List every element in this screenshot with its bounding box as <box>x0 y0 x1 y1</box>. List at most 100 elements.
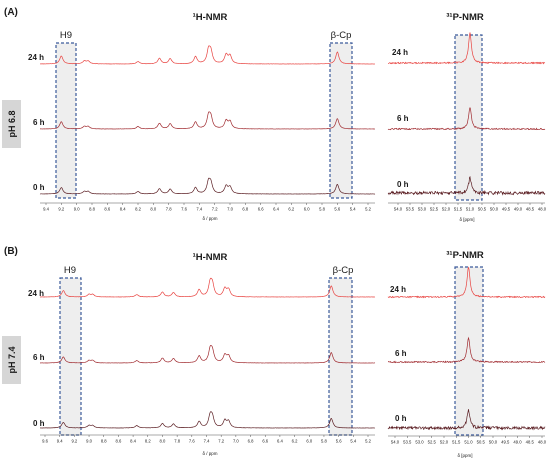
spectrum-1-0h <box>387 175 546 196</box>
spectra <box>39 32 546 431</box>
axis-tick-label-1-0: 54.0 <box>394 207 403 212</box>
axis-tick-label-3-9: 49.5 <box>501 440 510 445</box>
axis-tick-label-1-1: 53.5 <box>406 207 415 212</box>
axis-tick-label-1-6: 51.0 <box>466 207 475 212</box>
panel-b-h-axis-label: δ / ppm <box>202 451 217 456</box>
panel-b-label: (B) <box>4 246 18 257</box>
axis-tick-label-1-4: 52.0 <box>442 207 451 212</box>
axis-tick-label-1-12: 48.0 <box>538 207 547 212</box>
spectrum-1-24h <box>387 32 546 65</box>
panel-a-p-time-24h: 24 h <box>392 48 408 57</box>
highlight-box-2-1 <box>328 277 353 436</box>
axis-tick-label-0-3: 8.8 <box>89 207 95 212</box>
axis-tick-label-2-1: 9.4 <box>57 439 63 444</box>
panel-a-h9-label: H9 <box>60 30 72 41</box>
axis-tick-label-2-8: 8.0 <box>160 439 166 444</box>
axis-tick-label-3-1: 53.5 <box>403 440 412 445</box>
panel-b-ph-badge <box>2 336 21 384</box>
spectrum-3-0h <box>387 409 546 431</box>
axis-tick-label-0-14: 6.6 <box>258 207 264 212</box>
panel-a-p-time-6h: 6 h <box>397 114 409 123</box>
axis-tick-label-0-20: 5.4 <box>350 207 356 212</box>
panel-a-beta-cp-label: β-Cp <box>331 30 352 41</box>
panel-b-time-0h: 0 h <box>33 419 45 428</box>
axis-tick-label-2-10: 7.6 <box>189 439 195 444</box>
axis-tick-label-0-6: 8.2 <box>135 207 141 212</box>
panel-b-p-axis-label: δ [ppm] <box>457 453 472 458</box>
axis-tick-label-0-5: 8.4 <box>120 207 126 212</box>
axis-tick-label-0-12: 7.0 <box>227 207 233 212</box>
axis-tick-label-2-22: 5.2 <box>365 439 371 444</box>
axis-tick-label-1-11: 48.5 <box>526 207 535 212</box>
axes: 9.4 9.2 9.0 8.8 8.6 8.4 8.2 8.0 7.8 7.6 7.4 7.2 7.0 6… <box>40 202 547 445</box>
axis-tick-label-3-5: 51.5 <box>452 440 461 445</box>
axis-tick-label-3-2: 53.0 <box>415 440 424 445</box>
axis-tick-label-0-16: 6.2 <box>288 207 294 212</box>
spectrum-3-24h <box>387 266 546 299</box>
spectrum-0-0h <box>39 177 376 195</box>
panel-b-ph-label: pH 7.4 <box>7 346 17 373</box>
panel-a-ph-label: pH 6.8 <box>7 110 17 137</box>
panel-a-p-time-0h: 0 h <box>397 180 409 189</box>
axis-tick-label-3-12: 48.0 <box>538 440 547 445</box>
axis-tick-label-1-2: 53.0 <box>418 207 427 212</box>
panel-a-ph-badge <box>2 100 21 148</box>
axis-tick-label-0-17: 6.0 <box>304 207 310 212</box>
panel-b-p-time-24h: 24 h <box>390 285 406 294</box>
spectrum-2-6h <box>39 345 376 364</box>
axis-tick-label-3-8: 50.0 <box>489 440 498 445</box>
spectrum-2-0h <box>39 411 376 429</box>
axis-tick-label-2-5: 8.6 <box>115 439 121 444</box>
axis-tick-label-1-9: 49.5 <box>502 207 511 212</box>
highlight-box-0-0 <box>55 42 77 199</box>
highlight-boxes <box>55 34 484 436</box>
spectrum-3-6h <box>387 336 546 364</box>
panel-a-p-title: ³¹P-NMR <box>446 12 484 23</box>
axis-tick-label-3-6: 51.0 <box>464 440 473 445</box>
panel-a-time-0h: 0 h <box>33 183 45 192</box>
panel-a-label: (A) <box>4 7 18 18</box>
axis-tick-label-2-14: 6.8 <box>248 439 254 444</box>
panel-a-p-axis-label: δ [ppm] <box>459 217 474 222</box>
axis-tick-label-1-10: 49.0 <box>514 207 523 212</box>
axis-tick-label-2-13: 7.0 <box>233 439 239 444</box>
axis-tick-label-0-15: 6.4 <box>273 207 279 212</box>
axis-tick-label-2-2: 9.2 <box>71 439 77 444</box>
axis-tick-label-2-7: 8.2 <box>145 439 151 444</box>
panel-b-beta-cp-label: β-Cp <box>333 265 354 276</box>
axis-tick-label-2-11: 7.4 <box>204 439 210 444</box>
panel-b-h9-label: H9 <box>64 265 76 276</box>
panel-b-p-title: ³¹P-NMR <box>446 250 484 261</box>
axis-tick-label-0-8: 7.8 <box>166 207 172 212</box>
axis-tick-label-2-19: 5.8 <box>321 439 327 444</box>
spectrum-0-6h <box>39 111 376 130</box>
axis-tick-label-2-20: 5.6 <box>336 439 342 444</box>
highlight-box-3-0 <box>454 266 484 436</box>
axis-tick-label-2-17: 6.2 <box>292 439 298 444</box>
panel-b-time-24h: 24 h <box>28 289 44 298</box>
axis-tick-label-2-6: 8.4 <box>130 439 136 444</box>
axis-tick-label-2-3: 9.0 <box>86 439 92 444</box>
axis-tick-label-2-15: 6.6 <box>262 439 268 444</box>
axis-tick-label-3-0: 54.0 <box>391 440 400 445</box>
axis-tick-label-0-2: 9.0 <box>74 207 80 212</box>
axis-tick-label-0-9: 7.6 <box>181 207 187 212</box>
spectrum-2-24h <box>39 277 376 298</box>
panel-a-time-6h: 6 h <box>33 118 45 127</box>
axis-tick-label-0-13: 6.8 <box>242 207 248 212</box>
axis-tick-label-0-21: 5.2 <box>365 207 371 212</box>
axis-tick-label-3-4: 52.0 <box>440 440 449 445</box>
spectrum-1-6h <box>387 106 546 131</box>
highlight-box-0-1 <box>329 42 353 199</box>
panel-a-time-24h: 24 h <box>28 53 44 62</box>
axis-tick-label-2-18: 6.0 <box>306 439 312 444</box>
axis-tick-label-2-16: 6.4 <box>277 439 283 444</box>
axis-tick-label-3-11: 48.5 <box>526 440 535 445</box>
axis-tick-label-3-7: 50.5 <box>477 440 486 445</box>
panel-b-p-time-6h: 6 h <box>395 349 407 358</box>
axis-tick-label-1-8: 50.0 <box>490 207 499 212</box>
axis-tick-label-1-5: 51.5 <box>454 207 463 212</box>
axis-tick-label-0-0: 9.4 <box>43 207 49 212</box>
axis-tick-label-2-21: 5.4 <box>350 439 356 444</box>
